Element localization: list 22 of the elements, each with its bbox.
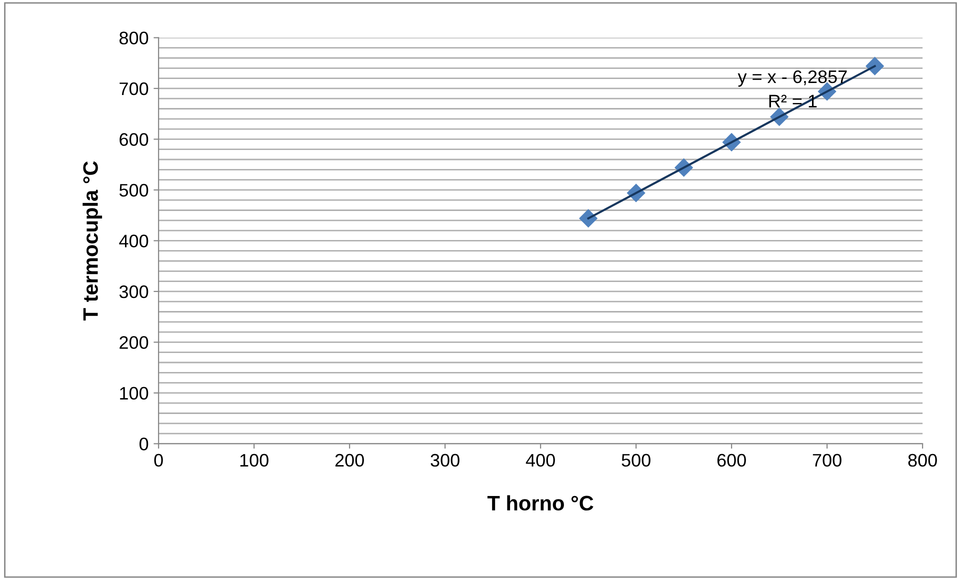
x-tick-label: 800 [908, 454, 937, 467]
x-tick-label: 100 [240, 454, 268, 467]
x-tick-label: 700 [812, 454, 842, 467]
x-tick-label: 0 [154, 454, 163, 467]
y-tick-label: 500 [119, 184, 148, 197]
x-tick-label: 400 [526, 454, 555, 467]
x-tick-label: 500 [622, 454, 650, 467]
y-tick-label: 600 [120, 133, 148, 146]
x-axis-title: T horno °C [487, 495, 594, 511]
y-tick-label: 800 [120, 32, 148, 44]
x-tick-label: 600 [717, 454, 746, 467]
y-tick-label: 200 [120, 336, 148, 349]
y-tick-label: 0 [140, 438, 148, 450]
y-tick-label: 700 [120, 82, 148, 96]
y-tick-label: 100 [120, 386, 148, 400]
point [865, 56, 884, 76]
y-tick-label: 400 [119, 234, 148, 248]
x-tick-label: 300 [430, 454, 460, 467]
y-axis-title: T termocupla °C [82, 161, 102, 320]
annotation: y = x - 6,2857 [738, 70, 847, 87]
y-tick-label: 300 [119, 285, 148, 298]
x-tick-label: 200 [335, 454, 364, 467]
